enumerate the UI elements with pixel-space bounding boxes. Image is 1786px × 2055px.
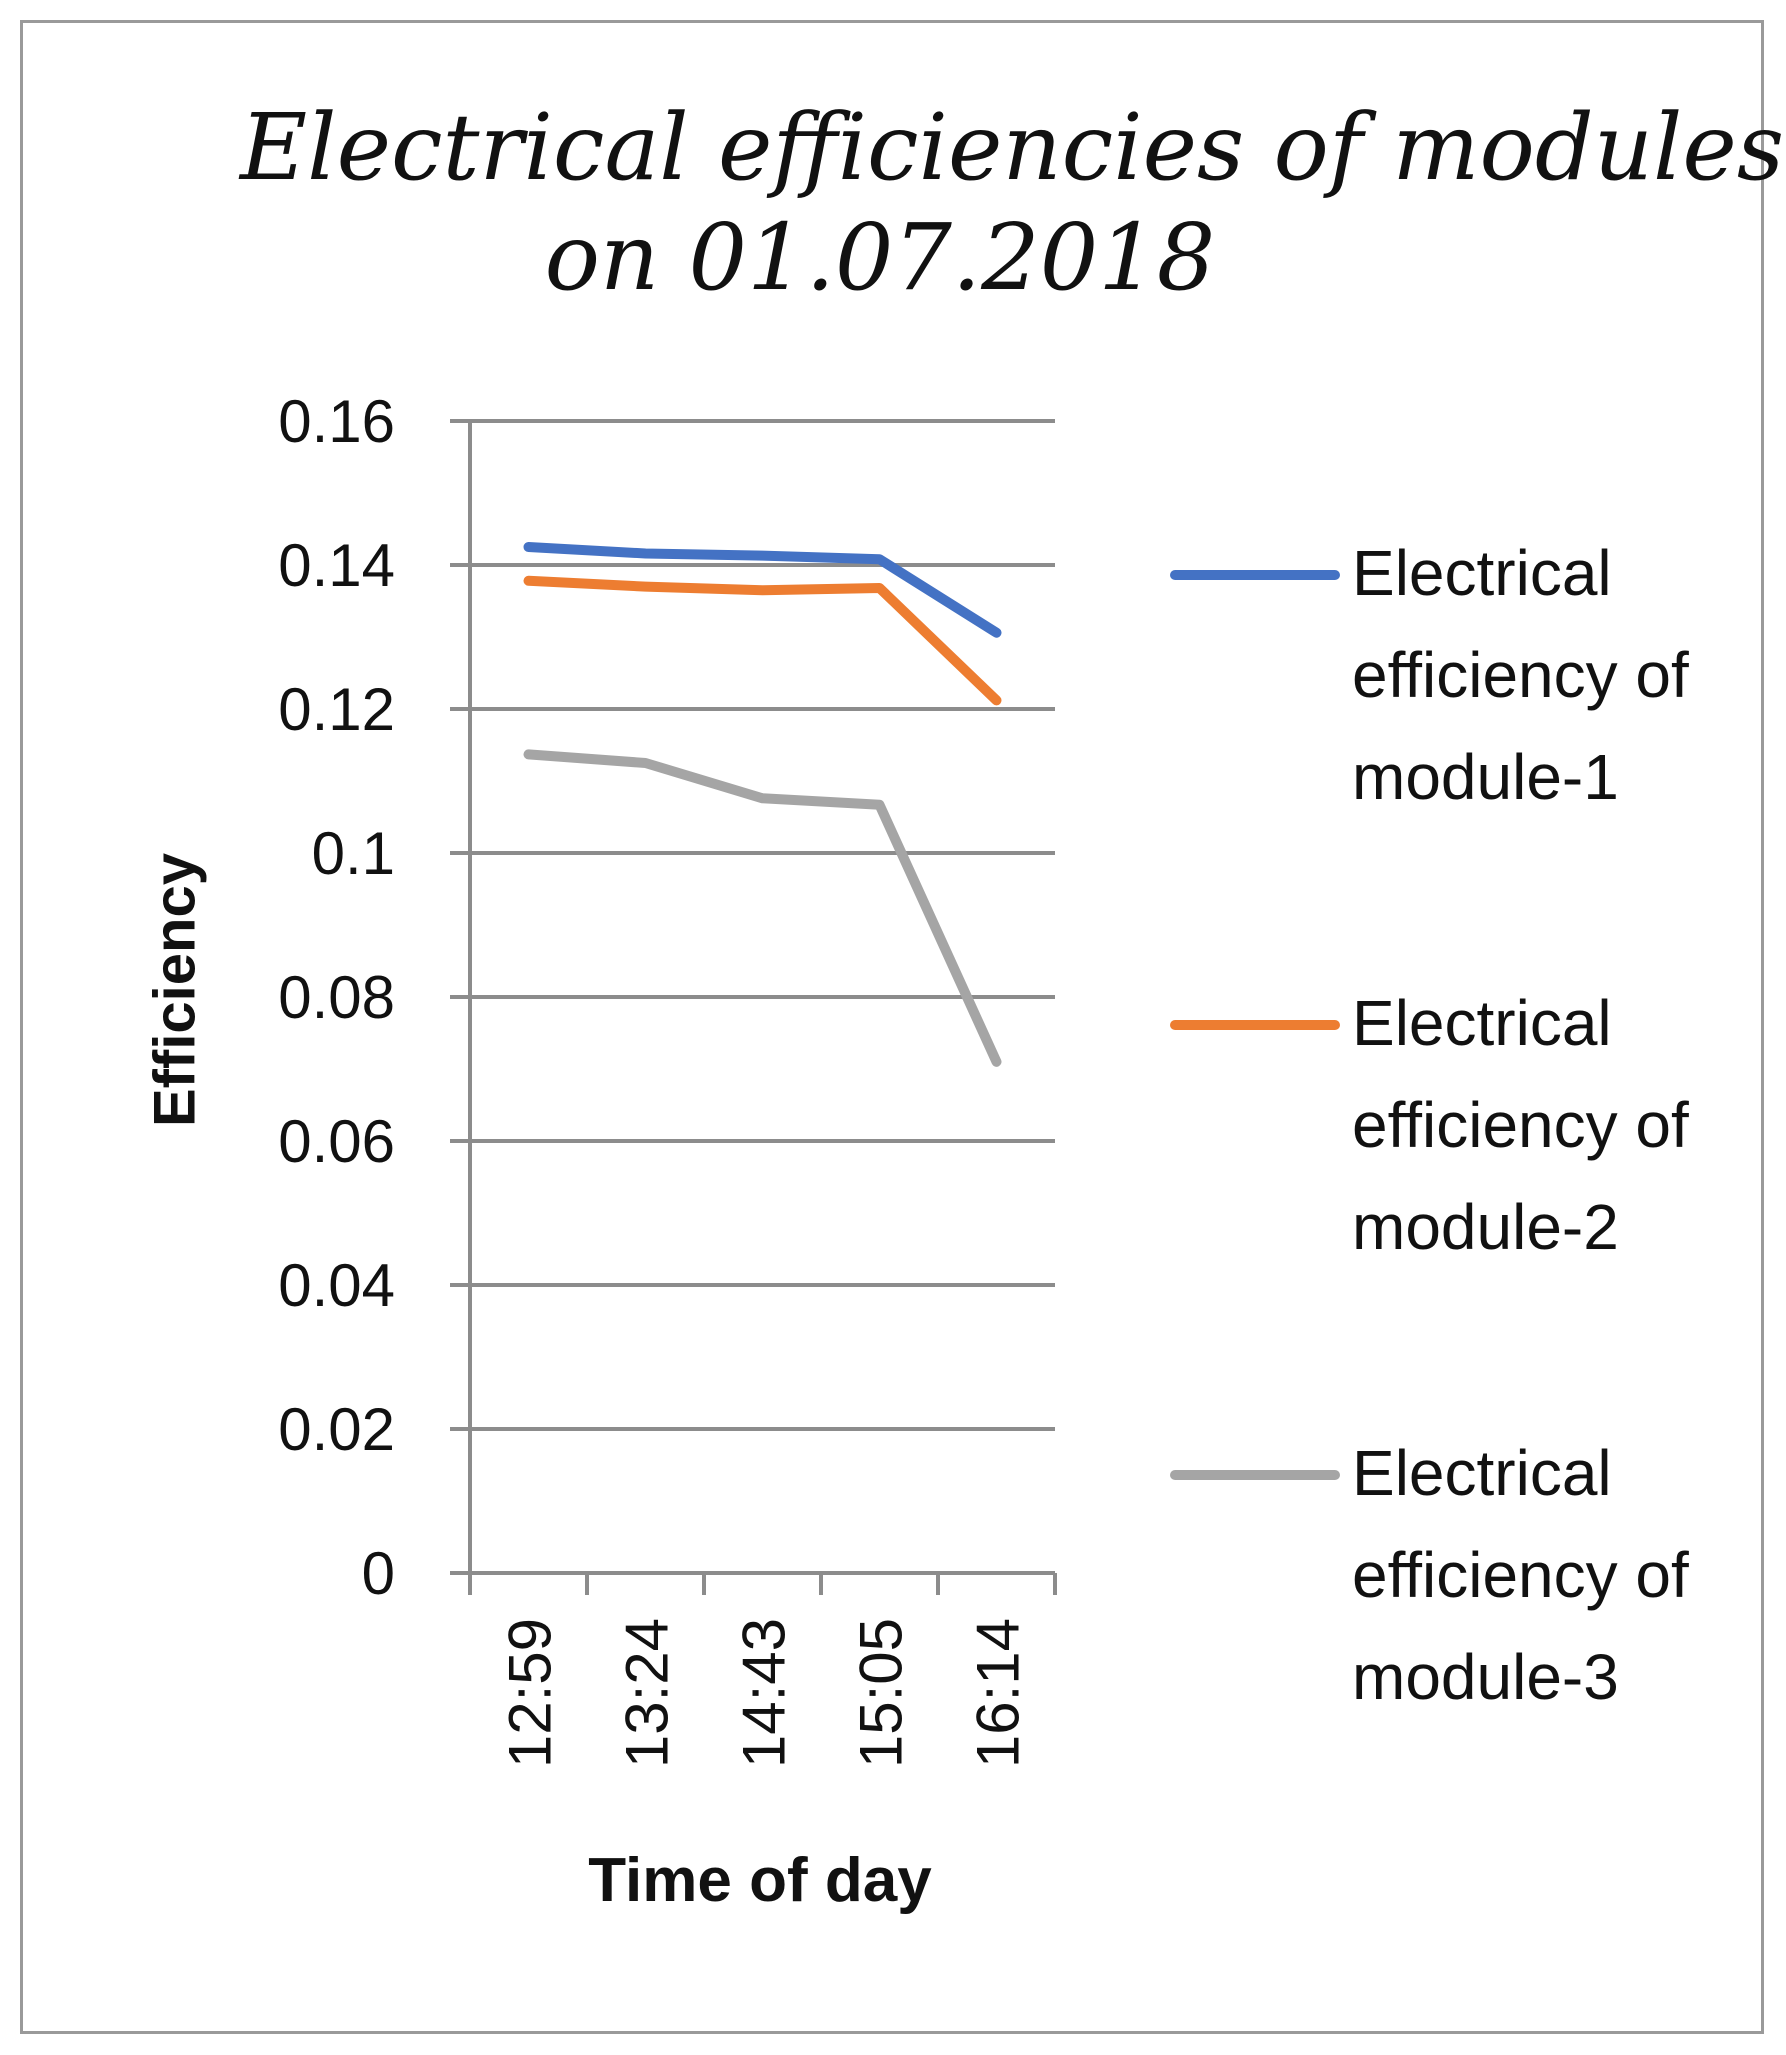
y-tick-label: 0.14 xyxy=(278,532,395,599)
x-tick-label: 14:43 xyxy=(731,1618,798,1768)
chart-title-line-2: on 01.07.2018 xyxy=(544,204,1216,311)
legend-swatch-module-3 xyxy=(1170,1470,1340,1480)
legend-swatch-module-1 xyxy=(1170,570,1340,580)
legend-label-module-3: Electrical efficiency of module-3 xyxy=(1352,1437,1689,1713)
legend-label-module-2: Electrical efficiency of module-2 xyxy=(1352,987,1689,1263)
chart-frame xyxy=(20,20,1764,2034)
x-tick-label: 15:05 xyxy=(848,1618,915,1768)
legend-item-module-1: Electrical efficiency of module-1 xyxy=(1170,530,1760,980)
legend-swatch-module-2 xyxy=(1170,1020,1340,1030)
y-tick-label: 0.06 xyxy=(278,1108,395,1175)
x-tick-label: 16:14 xyxy=(965,1618,1032,1768)
legend: Electrical efficiency of module-1 Electr… xyxy=(1170,530,1760,1880)
y-tick-label: 0.08 xyxy=(278,964,395,1031)
x-tick-label: 12:59 xyxy=(497,1618,564,1768)
legend-label-module-1: Electrical efficiency of module-1 xyxy=(1352,537,1689,813)
legend-item-module-2: Electrical efficiency of module-2 xyxy=(1170,980,1760,1430)
x-tick-label: 13:24 xyxy=(614,1618,681,1768)
y-tick-label: 0.12 xyxy=(278,676,395,743)
y-tick-label: 0.16 xyxy=(278,388,395,455)
series-line-module-3 xyxy=(523,749,1002,1067)
legend-item-module-3: Electrical efficiency of module-3 xyxy=(1170,1430,1760,1880)
y-tick-label: 0.02 xyxy=(278,1396,395,1463)
y-tick-label: 0.1 xyxy=(312,820,395,887)
y-tick-label: 0 xyxy=(362,1540,395,1607)
series-line-module-2 xyxy=(523,575,1002,706)
y-tick-label: 0.04 xyxy=(278,1252,395,1319)
x-axis-label: Time of day xyxy=(588,1846,932,1915)
